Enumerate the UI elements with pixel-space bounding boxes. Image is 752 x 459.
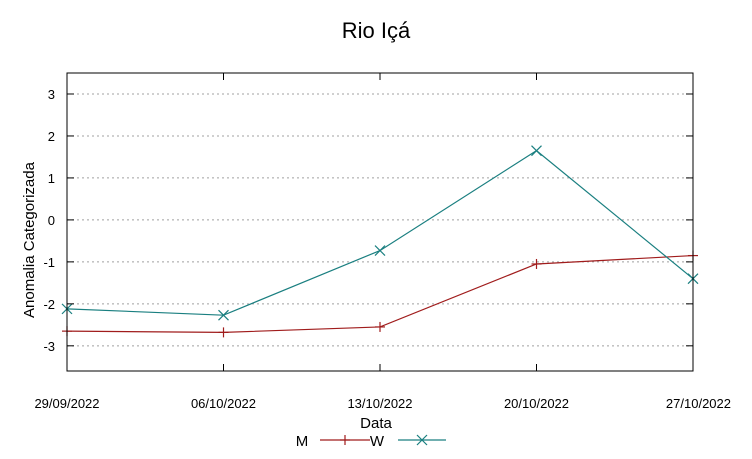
y-tick-label: 1 — [48, 171, 55, 186]
x-tick-label: 20/10/2022 — [504, 396, 569, 411]
legend-label-m: M — [296, 433, 309, 450]
y-axis-ticks: -3 -2 -1 0 1 2 3 — [43, 87, 693, 354]
series-line-w — [66, 149, 694, 316]
y-tick-label: 3 — [48, 87, 55, 102]
x-tick-label: 29/09/2022 — [34, 396, 99, 411]
data-point-m — [531, 258, 542, 269]
y-axis-label: Anomalia Categorizada — [21, 161, 38, 318]
grid-lines — [67, 93, 693, 347]
legend-marker-m — [340, 435, 350, 445]
y-tick-label: 0 — [48, 213, 55, 228]
data-point-w — [218, 309, 229, 321]
x-axis-ticks: 29/09/2022 06/10/2022 13/10/2022 20/10/2022… — [34, 73, 731, 411]
legend-marker-w — [416, 434, 428, 446]
data-point-m — [218, 327, 229, 338]
data-point-w — [531, 145, 542, 157]
chart-title: Rio Içá — [342, 18, 411, 43]
x-axis-label: Data — [360, 415, 392, 432]
x-tick-label: 13/10/2022 — [347, 396, 412, 411]
data-point-w — [374, 245, 386, 256]
y-tick-label: -2 — [43, 297, 55, 312]
data-point-m — [375, 321, 385, 332]
series-line-m — [66, 254, 694, 333]
legend-label-w: W — [370, 433, 385, 450]
x-tick-label: 27/10/2022 — [666, 396, 731, 411]
y-tick-label: -1 — [43, 255, 55, 270]
y-tick-label: -3 — [43, 339, 55, 354]
y-tick-label: 2 — [48, 129, 55, 144]
series-layer — [61, 145, 699, 338]
x-tick-label: 06/10/2022 — [191, 396, 256, 411]
